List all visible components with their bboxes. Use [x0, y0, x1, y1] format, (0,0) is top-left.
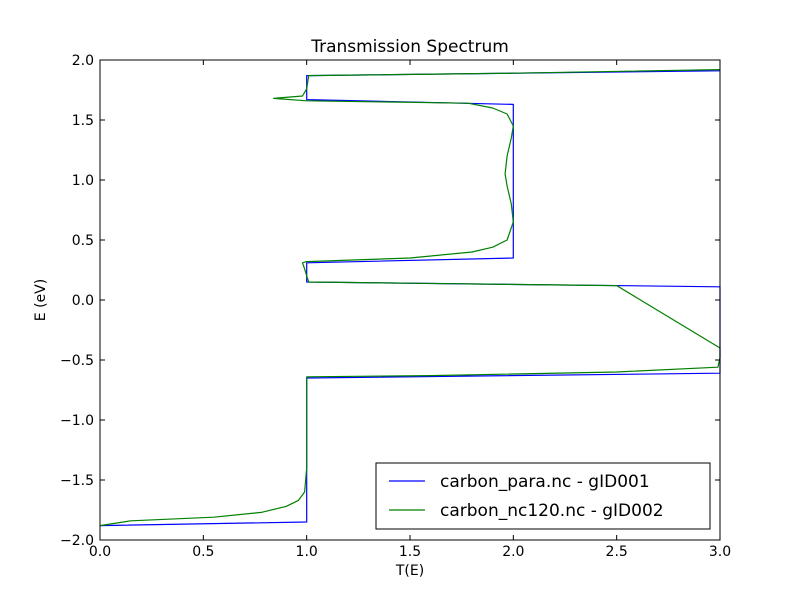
x-tick-label: 1.0 [296, 544, 318, 560]
legend-label-2: carbon_nc120.nc - gID002 [440, 501, 664, 521]
x-axis-ticks: 0.0 0.5 1.0 1.5 2.0 2.5 3.0 [89, 60, 731, 560]
y-tick-label: −2.0 [60, 533, 94, 549]
y-tick-label: −1.5 [60, 473, 94, 489]
y-tick-label: 2.0 [72, 53, 94, 69]
legend: carbon_para.nc - gID001 carbon_nc120.nc -… [375, 462, 711, 530]
series-line-2 [99, 69, 721, 527]
y-tick-label: 1.0 [72, 173, 94, 189]
legend-label-1: carbon_para.nc - gID001 [440, 472, 650, 492]
legend-box [375, 462, 711, 530]
x-tick-label: 3.0 [709, 544, 731, 560]
y-tick-label: 0.5 [72, 233, 94, 249]
chart-title: Transmission Spectrum [310, 37, 509, 57]
x-tick-label: 2.5 [606, 544, 628, 560]
x-tick-label: 0.5 [192, 544, 214, 560]
y-tick-label: 1.5 [72, 113, 94, 129]
x-axis-label: T(E) [395, 563, 424, 579]
y-axis-ticks: 2.0 1.5 1.0 0.5 0.0 −0.5 −1.0 −1.5 −2.0 [60, 53, 720, 549]
series-layer [99, 69, 721, 527]
y-tick-label: −1.0 [60, 413, 94, 429]
legend-entries: carbon_para.nc - gID001 carbon_nc120.nc -… [389, 472, 664, 521]
x-tick-label: 1.5 [399, 544, 421, 560]
x-tick-label: 2.0 [502, 544, 524, 560]
y-axis-label: E (eV) [33, 279, 49, 321]
y-tick-label: 0.0 [72, 293, 94, 309]
x-tick-label: 0.0 [89, 544, 111, 560]
y-tick-label: −0.5 [60, 353, 94, 369]
